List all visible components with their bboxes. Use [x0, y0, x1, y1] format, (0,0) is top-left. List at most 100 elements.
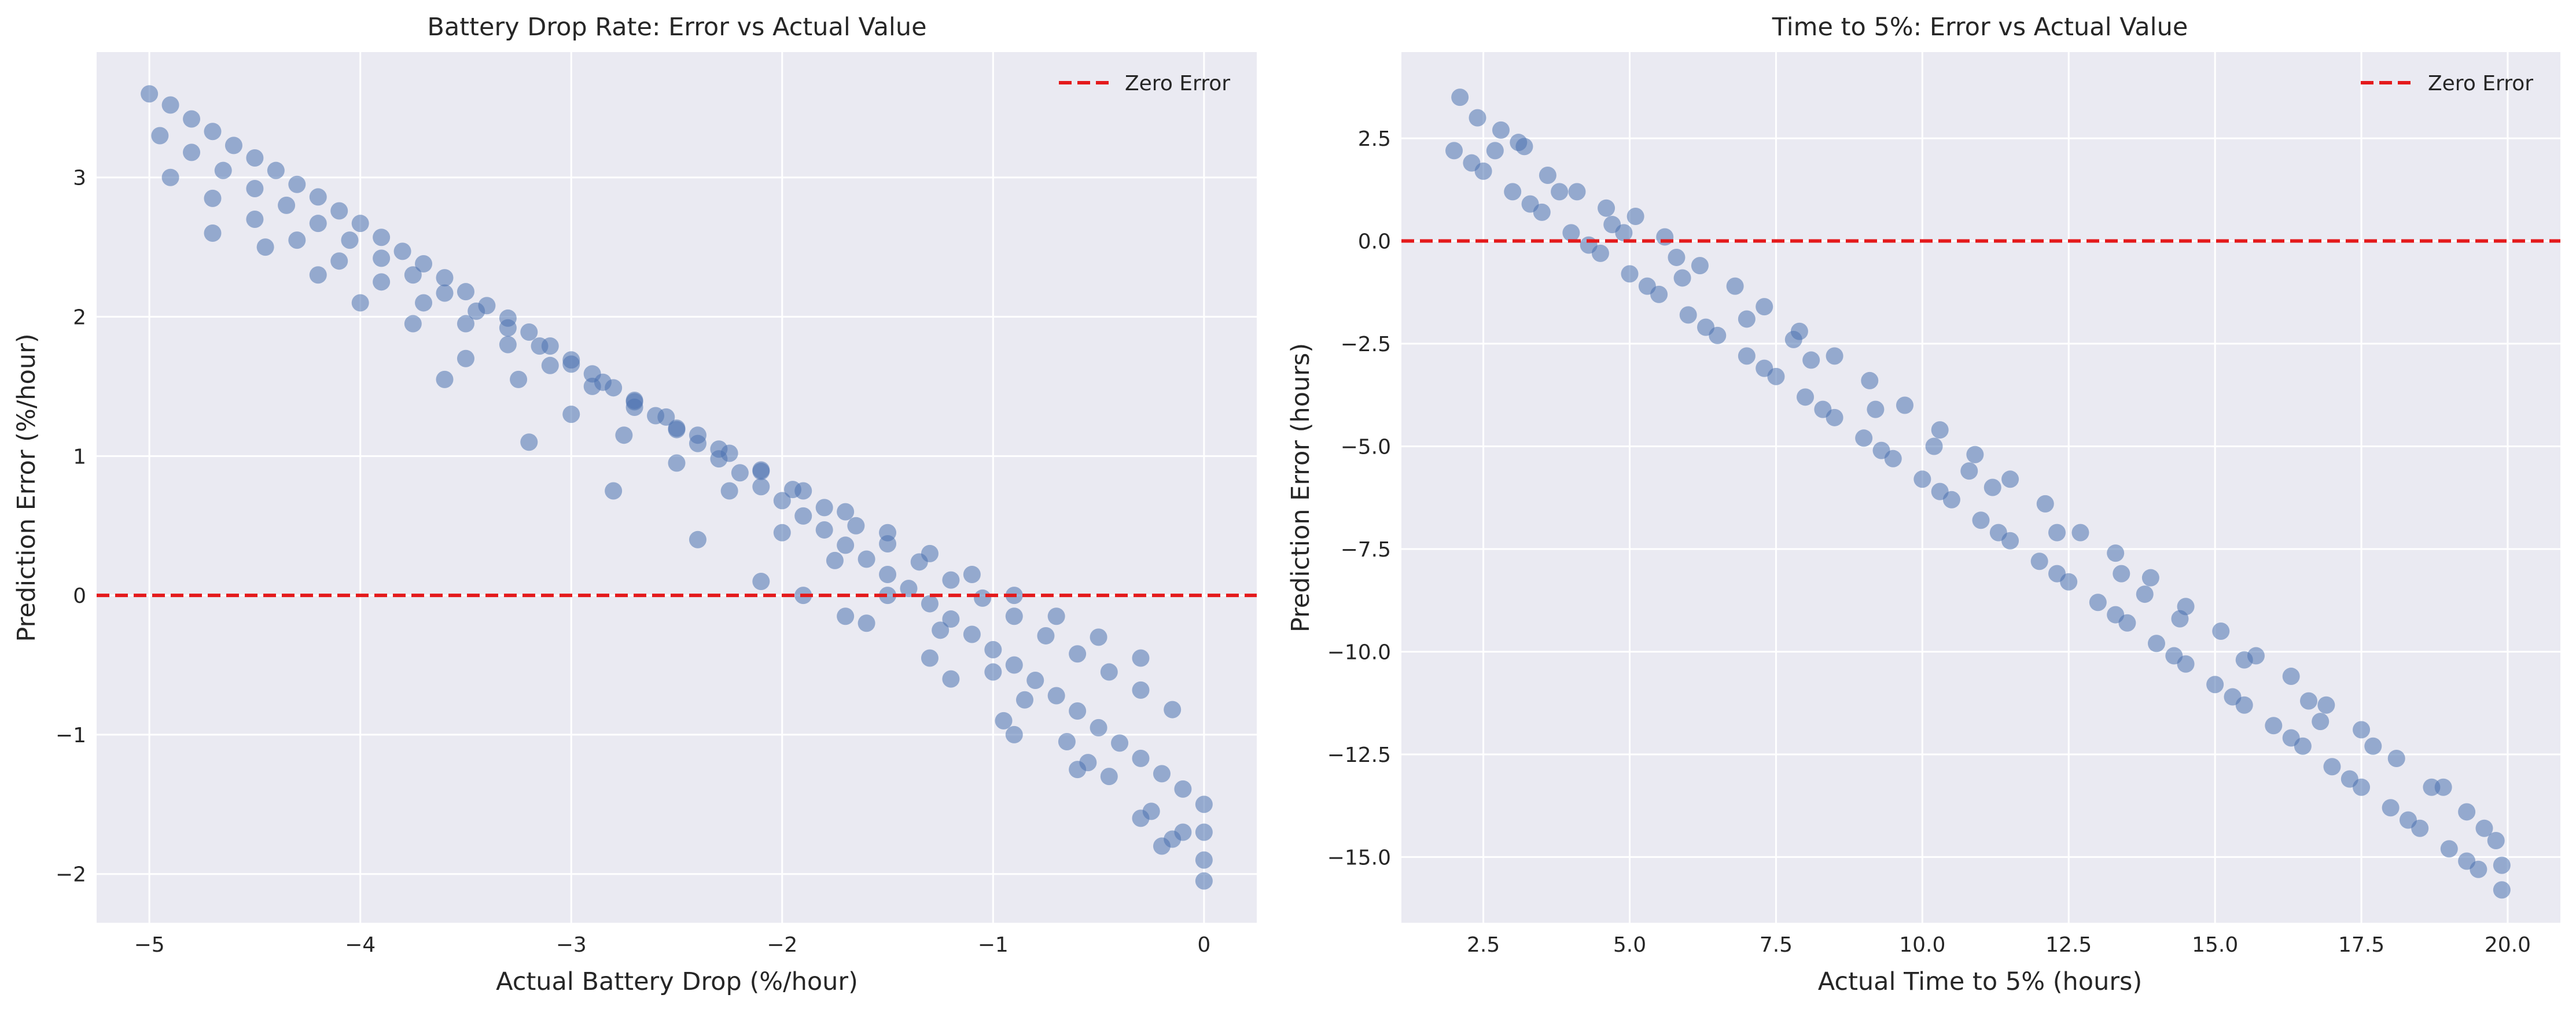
- legend: Zero Error: [1059, 72, 1230, 95]
- y-axis-label: Prediction Error (%/hour): [12, 333, 41, 642]
- scatter-point: [246, 149, 264, 167]
- scatter-point: [373, 229, 391, 246]
- scatter-point: [932, 621, 950, 639]
- chart-title: Time to 5%: Error vs Actual Value: [1772, 13, 2188, 42]
- y-tick-label: −1: [56, 724, 86, 747]
- scatter-point: [2282, 668, 2300, 686]
- scatter-point: [404, 266, 422, 284]
- scatter-point: [921, 595, 939, 613]
- scatter-point: [837, 536, 855, 554]
- scatter-point: [1756, 359, 1773, 377]
- x-tick-labels: −5 −4 −3 −2 −1 0: [134, 933, 1211, 957]
- scatter-point: [2165, 647, 2183, 665]
- scatter-point: [1598, 199, 1615, 217]
- scatter-point: [1100, 768, 1118, 786]
- scatter-point: [1069, 702, 1087, 720]
- scatter-point: [900, 580, 918, 598]
- scatter-point: [1855, 429, 1873, 447]
- legend-label: Zero Error: [2428, 72, 2533, 95]
- scatter-point: [1756, 298, 1773, 316]
- scatter-point: [2141, 569, 2159, 587]
- scatter-point: [942, 610, 960, 628]
- scatter-point: [615, 426, 633, 444]
- scatter-point: [2382, 799, 2400, 817]
- scatter-point: [1867, 400, 1885, 418]
- y-tick-labels: −15.0 −12.5 −10.0 −7.5 −5.0 −2.5 0.0 2.5: [1327, 127, 1391, 870]
- scatter-point: [815, 521, 833, 539]
- scatter-point: [1451, 89, 1469, 106]
- scatter-point: [2089, 594, 2107, 612]
- scatter-point: [879, 587, 897, 605]
- scatter-point: [1090, 628, 1107, 646]
- scatter-point: [2312, 713, 2330, 731]
- scatter-point: [657, 408, 675, 426]
- scatter-point: [2107, 544, 2125, 562]
- y-tick-label: 2: [73, 306, 86, 330]
- y-tick-label: −5.0: [1341, 436, 1391, 459]
- scatter-point: [1638, 277, 1656, 295]
- scatter-point: [1656, 228, 1674, 246]
- x-tick-label: −4: [345, 933, 376, 957]
- chart-title: Battery Drop Rate: Error vs Actual Value: [427, 13, 926, 42]
- scatter-point: [457, 349, 474, 367]
- scatter-point: [794, 482, 812, 500]
- axes-background: [97, 52, 1257, 923]
- scatter-point: [773, 524, 791, 542]
- scatter-point: [1079, 754, 1097, 772]
- scatter-point: [1463, 154, 1481, 172]
- scatter-point: [531, 337, 549, 355]
- scatter-point: [2030, 552, 2048, 570]
- scatter-point: [1153, 765, 1171, 783]
- scatter-point: [1047, 607, 1065, 625]
- scatter-point: [1960, 462, 1978, 480]
- scatter-point: [1005, 725, 1023, 743]
- scatter-point: [1726, 277, 1744, 295]
- scatter-point: [2136, 585, 2154, 603]
- scatter-point: [1492, 121, 1510, 139]
- scatter-point: [214, 161, 232, 179]
- x-tick-label: 7.5: [1760, 933, 1793, 957]
- scatter-point: [1026, 672, 1044, 690]
- scatter-point: [963, 566, 981, 583]
- scatter-point: [415, 294, 433, 312]
- scatter-point: [499, 336, 517, 353]
- scatter-point: [1668, 248, 1686, 266]
- scatter-point: [1551, 183, 1569, 201]
- scatter-point: [1005, 656, 1023, 674]
- scatter-points: [141, 85, 1213, 890]
- scatter-point: [183, 110, 201, 128]
- scatter-point: [583, 377, 601, 395]
- scatter-point: [1861, 371, 1879, 389]
- y-axis-label: Prediction Error (hours): [1286, 343, 1315, 632]
- scatter-point: [1784, 330, 1802, 348]
- scatter-point: [2048, 565, 2066, 583]
- scatter-point: [2341, 770, 2358, 788]
- scatter-point: [963, 625, 981, 643]
- scatter-point: [2440, 840, 2458, 858]
- scatter-point: [837, 607, 855, 625]
- scatter-point: [826, 551, 844, 569]
- scatter-point: [1826, 347, 1843, 365]
- scatter-point: [1069, 645, 1087, 663]
- scatter-point: [1972, 511, 1990, 529]
- scatter-point: [1568, 183, 1586, 201]
- axes-background: [1401, 52, 2560, 923]
- scatter-point: [1195, 823, 1213, 841]
- scatter-point: [1603, 216, 1621, 234]
- scatter-point: [1738, 347, 1756, 365]
- scatter-point: [974, 589, 992, 607]
- scatter-point: [351, 294, 369, 312]
- scatter-point: [2048, 524, 2066, 542]
- scatter-point: [605, 482, 623, 500]
- scatter-point: [204, 123, 222, 141]
- scatter-point: [2323, 758, 2341, 776]
- y-tick-label: 1: [73, 445, 86, 469]
- x-tick-label: 17.5: [2338, 933, 2384, 957]
- scatter-point: [1989, 524, 2007, 542]
- scatter-point: [921, 649, 939, 667]
- scatter-point: [668, 419, 686, 437]
- scatter-point: [256, 238, 274, 256]
- scatter-point: [1132, 749, 1150, 767]
- scatter-point: [2493, 881, 2511, 899]
- scatter-point: [984, 641, 1002, 659]
